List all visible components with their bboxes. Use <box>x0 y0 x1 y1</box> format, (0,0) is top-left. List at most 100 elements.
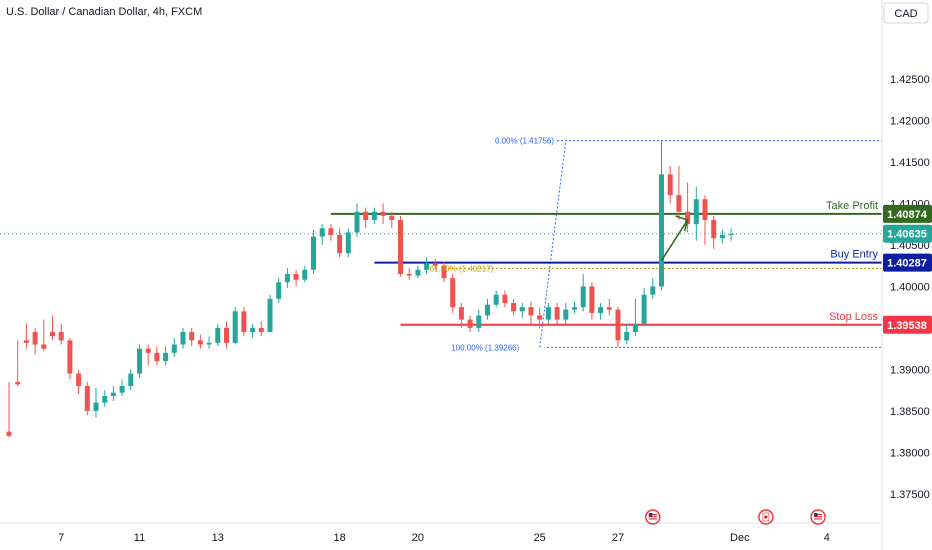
y-tick-label: 1.37500 <box>890 489 930 501</box>
currency-button[interactable]: CAD <box>883 2 929 24</box>
candle-body <box>163 352 169 362</box>
flag-stripe <box>814 518 823 520</box>
candle-body <box>667 174 673 196</box>
candle <box>389 211 395 229</box>
candle-body <box>450 278 456 308</box>
candle-body <box>502 294 508 304</box>
candle-body <box>41 344 47 349</box>
candle-body <box>580 286 586 308</box>
y-tick-label: 1.40000 <box>890 281 930 293</box>
us-flag-icon <box>810 509 826 525</box>
price-axis[interactable]: 1.425001.420001.415001.410001.405001.400… <box>890 74 930 501</box>
annotations: 0.00% (1.41756) 61.80% (1.40217) 100.00% (… <box>430 137 879 353</box>
price-badge-text: 1.40874 <box>887 209 928 221</box>
candle <box>180 327 186 349</box>
candle-body <box>685 211 691 225</box>
candle <box>398 215 403 277</box>
x-tick-label: Dec <box>730 532 750 544</box>
candle-body <box>589 286 595 313</box>
candle <box>15 340 21 387</box>
candle-body <box>563 309 569 320</box>
candle-body <box>232 311 238 343</box>
candle <box>41 319 47 352</box>
candle <box>119 379 125 396</box>
candle <box>711 215 717 250</box>
candle <box>380 203 386 225</box>
candle-body <box>363 211 369 220</box>
time-axis[interactable]: 7 11 13 18 20 25 27 Dec 4 <box>58 532 830 544</box>
chart-title: U.S. Dollar / Canadian Dollar, 4h, FXCM <box>6 6 203 18</box>
candle-body <box>519 307 525 312</box>
candle <box>84 381 90 416</box>
candle-body <box>624 332 630 341</box>
candle-body <box>328 228 334 235</box>
candle <box>676 166 682 220</box>
price-badge <box>883 204 932 223</box>
candle-body <box>641 294 647 324</box>
candle-body <box>545 307 551 320</box>
candle-body <box>119 386 125 393</box>
candle-body <box>76 373 82 387</box>
candle-body <box>476 315 482 328</box>
y-tick-label: 1.42500 <box>890 74 930 86</box>
y-tick-label: 1.40500 <box>890 240 930 252</box>
candle <box>632 298 638 337</box>
candle <box>615 307 621 348</box>
flag-stripe <box>648 514 657 516</box>
candle <box>493 290 499 308</box>
y-tick-label: 1.42000 <box>890 115 930 127</box>
candle <box>467 315 473 333</box>
candle <box>667 166 673 204</box>
candle <box>337 228 343 258</box>
candle <box>606 298 612 316</box>
flag-canton <box>648 513 653 517</box>
candle <box>371 207 377 225</box>
candle <box>345 228 351 258</box>
candle-body <box>537 315 543 320</box>
flag-stripe <box>814 514 823 516</box>
candle <box>728 228 734 241</box>
candle-body <box>197 340 203 345</box>
candle-body <box>389 215 395 220</box>
candle-body <box>676 195 682 212</box>
candle <box>441 261 447 283</box>
flag-canton <box>814 513 818 517</box>
candle-body <box>241 311 247 333</box>
candle <box>128 369 134 391</box>
y-tick-label: 1.39000 <box>890 364 930 376</box>
flag-stripe <box>648 516 657 518</box>
candle-body <box>284 273 290 283</box>
candle-body <box>528 307 534 316</box>
candle <box>197 334 203 349</box>
candle <box>641 288 647 327</box>
us-flag-icon <box>645 509 661 525</box>
candle <box>32 327 38 355</box>
candle <box>659 140 664 291</box>
price-badge-text: 1.40287 <box>887 258 927 270</box>
canada-flag-icon <box>758 509 774 525</box>
maple-leaf <box>764 515 768 519</box>
candle-body <box>632 323 638 333</box>
fib-label-0: 0.00% (1.41756) <box>495 137 554 146</box>
candle <box>328 224 334 241</box>
candle <box>450 273 456 313</box>
candle <box>267 294 273 333</box>
y-tick-label: 1.38500 <box>890 406 930 418</box>
candle <box>624 323 630 345</box>
candle <box>528 301 534 324</box>
price-badge-text: 1.40635 <box>887 229 927 241</box>
candle-body <box>206 342 212 345</box>
candle-body <box>215 327 221 343</box>
x-tick-label: 13 <box>212 532 224 544</box>
candle <box>110 386 116 401</box>
candle-body <box>650 286 656 295</box>
candle <box>154 346 160 366</box>
candle-body <box>467 319 473 328</box>
fib-label-2: 100.00% (1.39266) <box>451 343 519 352</box>
candle <box>485 298 490 320</box>
candle <box>702 195 708 245</box>
events[interactable] <box>645 509 826 525</box>
candle <box>206 336 212 349</box>
flag-stripe <box>648 518 657 520</box>
